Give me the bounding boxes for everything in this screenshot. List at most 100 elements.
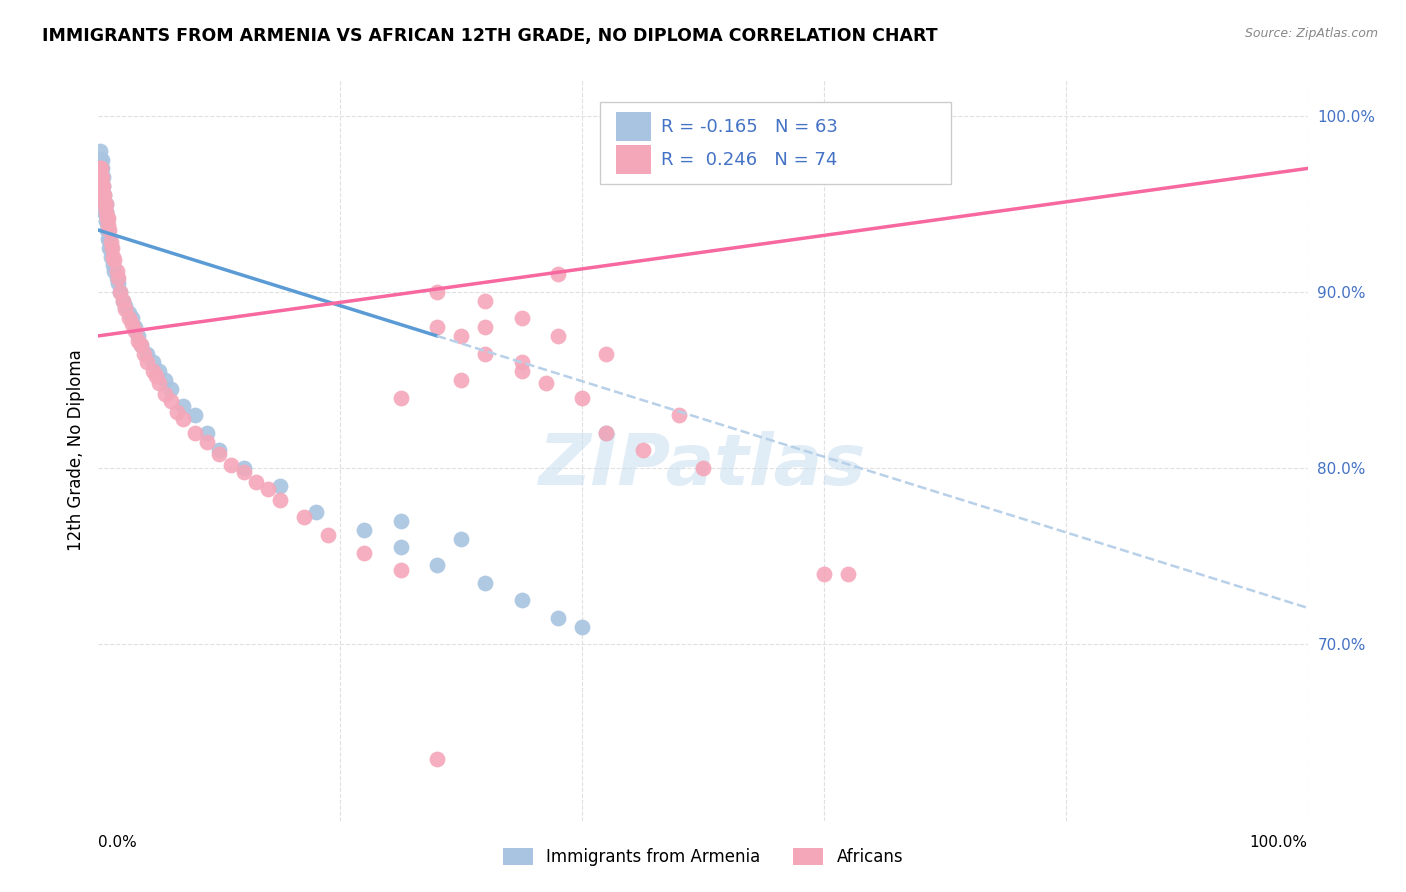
Point (114, 302, 136, 317)
Legend: Immigrants from Armenia, Africans: Immigrants from Armenia, Africans (495, 840, 911, 875)
Point (93, 196, 115, 211)
FancyBboxPatch shape (616, 145, 651, 174)
Point (184, 408, 207, 422)
Point (94, 196, 117, 211)
Point (96, 223, 118, 237)
Point (269, 492, 291, 507)
Point (148, 364, 170, 378)
Point (91, 161, 114, 176)
FancyBboxPatch shape (616, 112, 651, 141)
Point (114, 299, 136, 313)
Point (134, 346, 156, 360)
Point (100, 241, 122, 255)
Point (100, 250, 122, 264)
Point (97, 232, 120, 246)
Point (129, 337, 152, 351)
Point (450, 329, 472, 343)
Point (91, 170, 114, 185)
Point (103, 253, 125, 268)
Point (547, 267, 569, 281)
Point (426, 285, 449, 299)
Y-axis label: 12th Grade, No Diploma: 12th Grade, No Diploma (66, 350, 84, 551)
Point (103, 263, 125, 277)
Point (571, 620, 593, 634)
Point (450, 532, 472, 546)
Point (101, 250, 124, 264)
Point (111, 293, 134, 308)
Point (94, 196, 117, 211)
Point (90, 161, 112, 176)
Point (93, 187, 115, 202)
Point (172, 400, 194, 414)
FancyBboxPatch shape (600, 103, 950, 184)
Point (98, 223, 121, 237)
Point (837, 566, 859, 581)
Point (208, 447, 231, 461)
Point (153, 373, 176, 387)
Text: 100.0%: 100.0% (1250, 836, 1308, 850)
Point (121, 311, 143, 326)
Point (90, 179, 112, 194)
Point (124, 320, 146, 334)
Point (534, 376, 557, 391)
Point (89, 153, 111, 167)
Point (245, 475, 267, 490)
Point (160, 382, 183, 396)
Point (108, 285, 131, 299)
Point (94, 214, 117, 228)
Point (135, 355, 157, 369)
Point (148, 376, 170, 391)
Point (97, 218, 120, 232)
Point (292, 510, 315, 524)
Point (232, 461, 254, 475)
Point (692, 461, 714, 475)
Point (101, 258, 124, 272)
Point (98, 241, 121, 255)
Point (510, 593, 533, 607)
Text: 0.0%: 0.0% (98, 836, 138, 850)
Point (547, 329, 569, 343)
Point (121, 317, 143, 331)
Point (631, 443, 654, 458)
Point (813, 566, 835, 581)
Point (389, 563, 412, 577)
Point (98, 232, 121, 246)
Point (474, 575, 496, 590)
Point (353, 546, 375, 560)
Point (91, 187, 114, 202)
Point (89, 161, 111, 176)
Point (172, 411, 194, 425)
Point (571, 391, 593, 405)
Point (668, 408, 690, 422)
Point (547, 611, 569, 625)
Point (94, 205, 117, 219)
Point (96, 211, 118, 225)
Point (232, 465, 254, 479)
Point (142, 355, 165, 369)
Text: Source: ZipAtlas.com: Source: ZipAtlas.com (1244, 27, 1378, 40)
Point (426, 752, 449, 766)
Point (96, 214, 118, 228)
Point (127, 334, 149, 348)
Point (111, 293, 134, 308)
Point (595, 425, 617, 440)
Point (105, 270, 128, 285)
Point (100, 235, 122, 250)
Point (510, 311, 533, 326)
Point (118, 311, 141, 326)
Point (195, 425, 218, 440)
Point (91, 187, 114, 202)
Point (142, 364, 165, 378)
Point (474, 320, 496, 334)
Text: R = -0.165   N = 63: R = -0.165 N = 63 (661, 118, 838, 136)
Point (97, 211, 120, 225)
Point (510, 364, 533, 378)
Point (389, 541, 412, 555)
Point (160, 394, 183, 409)
Point (90, 153, 112, 167)
Point (153, 387, 176, 401)
Point (107, 276, 129, 290)
Point (100, 241, 122, 255)
Point (118, 306, 141, 320)
Point (94, 205, 117, 219)
